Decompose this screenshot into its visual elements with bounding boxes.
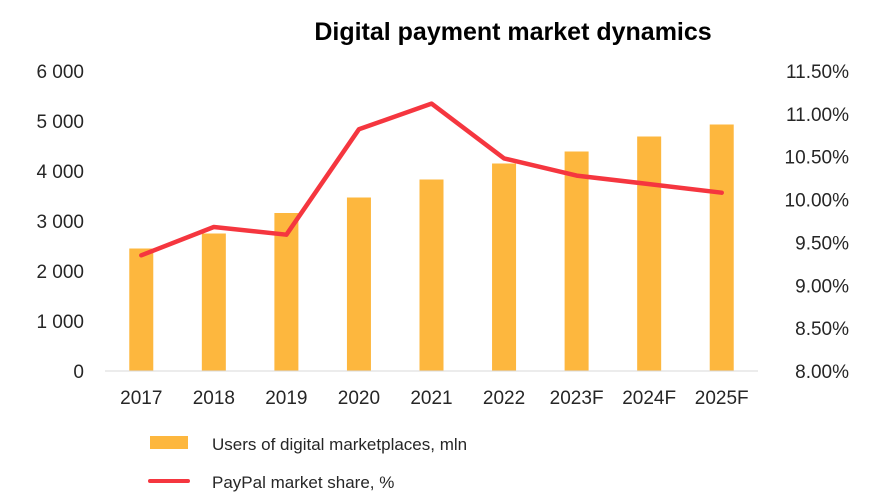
x-tick-label: 2023F <box>550 388 604 409</box>
right-tick-label: 9.00% <box>795 276 849 297</box>
line-series <box>139 101 724 258</box>
left-tick-label: 1 000 <box>36 312 84 333</box>
legend-label-bar: Users of digital marketplaces, mln <box>212 435 467 454</box>
left-tick-label: 6 000 <box>36 62 84 83</box>
bar <box>564 151 589 371</box>
bar <box>129 248 154 371</box>
left-tick-label: 2 000 <box>36 262 84 283</box>
right-axis: 8.00% 8.50% 9.00% 9.50% 10.00% 10.50% 11.00% 11… <box>785 62 850 383</box>
x-tick-label: 2017 <box>120 388 162 409</box>
chart-title: Digital payment market dynamics <box>314 18 711 46</box>
legend-label-line: PayPal market share, % <box>212 473 394 492</box>
right-tick-label: 11.50% <box>786 62 849 83</box>
bar <box>419 179 444 371</box>
bar <box>709 124 734 371</box>
left-tick-label: 5 000 <box>36 112 84 133</box>
bar <box>274 213 299 371</box>
bar <box>637 136 662 371</box>
legend-swatch-bar <box>150 436 188 449</box>
x-axis: 2017 2018 2019 2020 2021 2022 2023F 2024F 2025F <box>120 388 749 409</box>
x-tick-label: 2019 <box>265 388 307 409</box>
x-tick-label: 2018 <box>193 388 235 409</box>
left-tick-label: 4 000 <box>36 162 84 183</box>
right-tick-label: 8.00% <box>795 362 849 383</box>
bar <box>201 233 226 371</box>
x-tick-label: 2020 <box>338 388 380 409</box>
bar <box>346 197 371 371</box>
left-axis: 0 1 000 2 000 3 000 4 000 5 000 6 000 <box>36 62 84 383</box>
right-tick-label: 8.50% <box>795 319 849 340</box>
right-tick-label: 11.00% <box>786 105 849 126</box>
bar <box>492 163 517 371</box>
bar-series <box>129 124 734 371</box>
x-tick-label: 2021 <box>410 388 452 409</box>
right-tick-label: 9.50% <box>795 233 849 254</box>
left-tick-label: 0 <box>73 362 84 383</box>
right-tick-label: 10.50% <box>785 148 850 169</box>
x-tick-label: 2025F <box>695 388 749 409</box>
right-tick-label: 10.00% <box>785 191 850 212</box>
legend: Users of digital marketplaces, mln PayPa… <box>148 435 467 492</box>
x-tick-label: 2022 <box>483 388 525 409</box>
left-tick-label: 3 000 <box>36 212 84 233</box>
x-tick-label: 2024F <box>622 388 676 409</box>
